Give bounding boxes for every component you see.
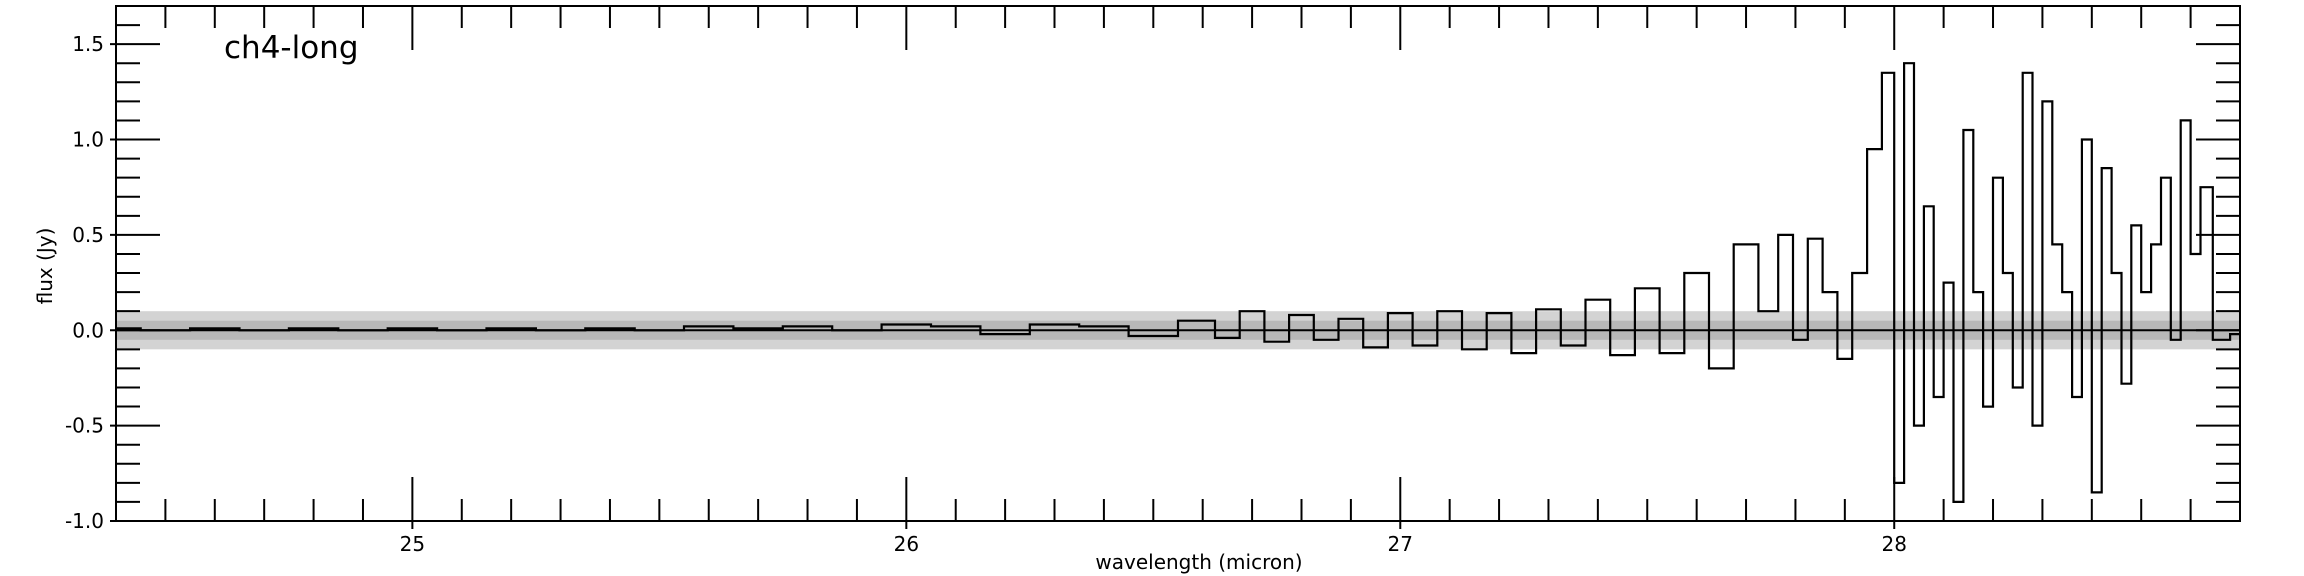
plot-frame — [115, 5, 2241, 522]
x-tick-label: 27 — [1388, 532, 1413, 556]
axis-tick-labels: 25 26 27 28 -1.0 -0.5 0.0 0.5 1.0 1.5 — [65, 32, 1907, 556]
y-tick-label: -0.5 — [65, 414, 104, 438]
x-tick-label: 25 — [400, 532, 425, 556]
axis-ticks — [110, 5, 2241, 529]
spectrum-line — [116, 62, 2240, 503]
y-tick-label: 1.5 — [72, 32, 104, 56]
y-tick-label: 0.0 — [72, 318, 104, 342]
x-tick-label: 28 — [1882, 532, 1907, 556]
y-tick-label: 1.0 — [72, 128, 104, 152]
y-axis-label: flux (Jy) — [33, 228, 57, 305]
panel-title: ch4-long — [224, 30, 359, 66]
y-tick-label: -1.0 — [65, 509, 104, 533]
y-tick-label: 0.5 — [72, 223, 104, 247]
x-axis-label: wavelength (micron) — [1095, 550, 1302, 574]
x-tick-label: 26 — [894, 532, 919, 556]
